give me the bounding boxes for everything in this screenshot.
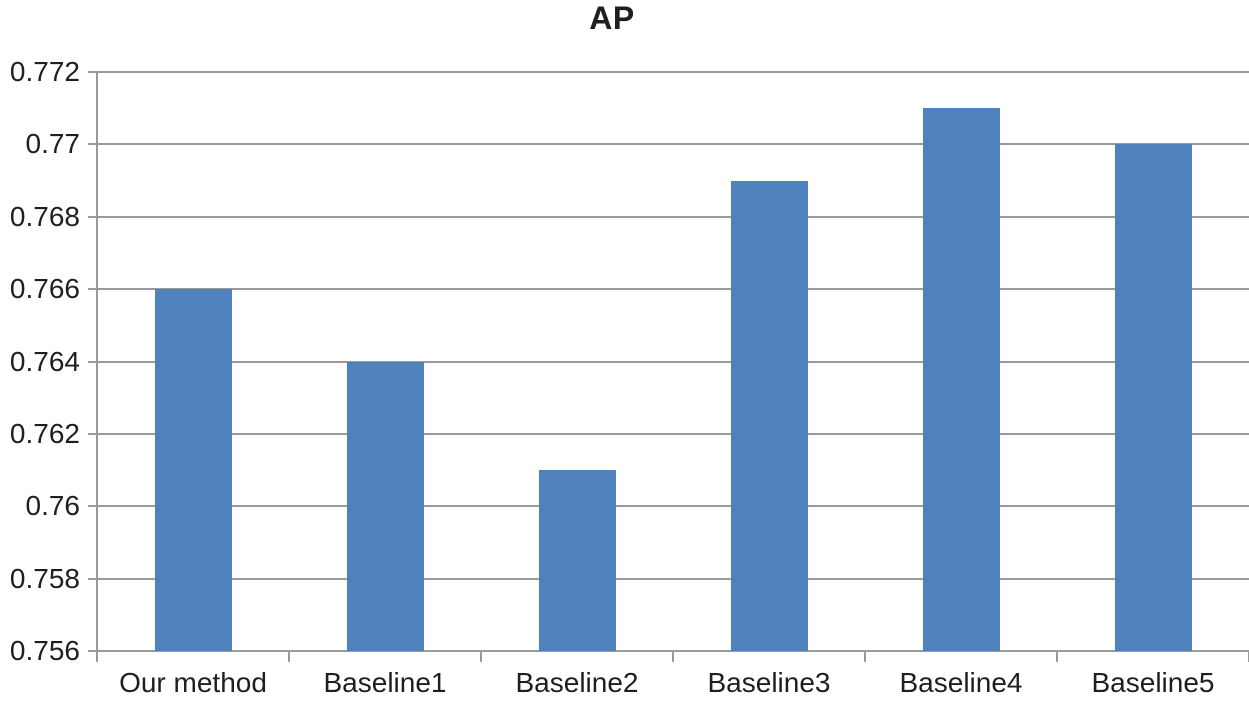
plot-area — [88, 71, 1249, 662]
y-axis-line — [96, 72, 98, 662]
x-axis-category-label: Baseline2 — [515, 667, 639, 698]
gridline — [88, 650, 1249, 652]
y-axis-tick-label: 0.756 — [9, 635, 80, 666]
bar-baseline4 — [922, 108, 1000, 651]
y-axis-tick-label: 0.764 — [9, 345, 80, 377]
x-axis-tick — [480, 651, 482, 662]
x-axis-tick — [1056, 651, 1058, 662]
x-axis-tick — [96, 651, 98, 662]
x-axis-tick — [288, 651, 290, 662]
y-axis-tick-label: 0.766 — [9, 273, 80, 305]
bar-baseline3 — [730, 180, 808, 651]
gridline — [88, 360, 1249, 363]
bar-baseline2 — [538, 470, 616, 651]
y-axis-tick-label: 0.768 — [9, 200, 80, 232]
y-axis-tick-label: 0.772 — [9, 56, 80, 87]
x-axis-category-label: Baseline1 — [323, 667, 447, 698]
gridline — [88, 505, 1249, 508]
gridline — [88, 577, 1249, 580]
y-axis-tick-label: 0.758 — [9, 562, 80, 594]
y-axis-tick-label: 0.762 — [9, 417, 80, 449]
bar-baseline5 — [1114, 144, 1192, 651]
x-axis-tick — [672, 651, 674, 662]
gridline — [88, 215, 1249, 218]
chart-title: AP — [589, 0, 635, 36]
gridline — [88, 288, 1249, 291]
x-axis-tick — [864, 651, 866, 662]
x-axis-category-label: Baseline5 — [1091, 667, 1215, 698]
y-axis-tick-label: 0.77 — [25, 128, 81, 160]
x-axis-category-label: Baseline3 — [707, 667, 831, 698]
gridline — [88, 71, 1249, 73]
x-axis-category-label: Baseline4 — [899, 667, 1023, 698]
gridline — [88, 143, 1249, 146]
bar-baseline1 — [346, 361, 424, 651]
bar-our-method — [154, 289, 232, 651]
x-axis-category-label: Our method — [119, 667, 267, 698]
gridline — [88, 432, 1249, 435]
y-axis-tick-label: 0.76 — [25, 490, 81, 522]
